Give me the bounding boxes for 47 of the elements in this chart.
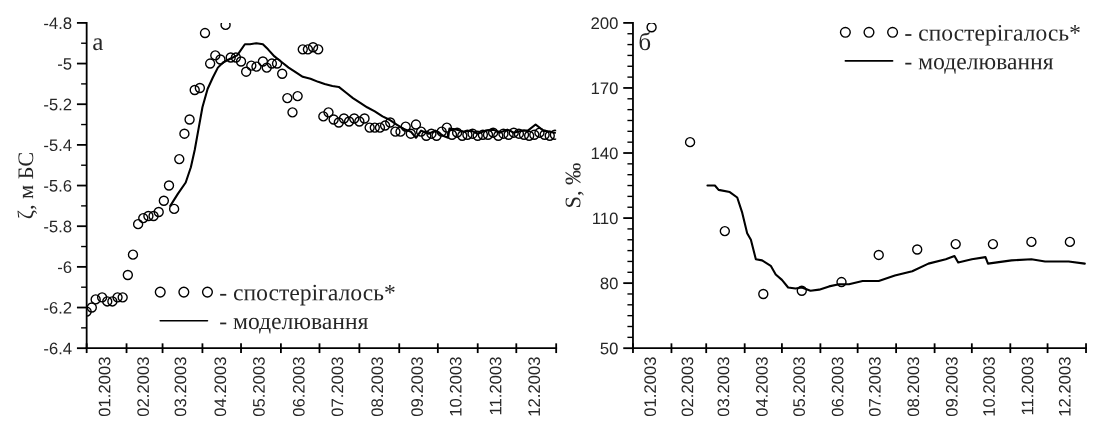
y-tick-label: 140 [591, 147, 618, 160]
x-tick-label: 01.2003 [644, 357, 657, 417]
legend-label: - моделювання [905, 58, 1054, 74]
y-tick-label: -4.8 [44, 17, 72, 30]
x-tick-label: 03.2003 [174, 357, 187, 417]
x-tick-label: 09.2003 [411, 357, 424, 417]
x-tick-label: 07.2003 [868, 357, 881, 417]
x-tick-label: 02.2003 [137, 357, 150, 417]
x-tick-label: 05.2003 [793, 357, 806, 417]
x-tick-label: 08.2003 [371, 357, 384, 417]
x-tick-label: 03.2003 [717, 357, 730, 417]
y-tick-label: -6.2 [44, 301, 72, 314]
y-tick-label: -5.6 [44, 179, 72, 192]
y-tick-label: -5.4 [44, 139, 72, 152]
x-tick-label: 02.2003 [681, 357, 694, 417]
x-tick-label: 04.2003 [214, 357, 227, 417]
y-axis-title: ζ, м БС [17, 153, 37, 219]
legend-label: - спостерігалось* [905, 24, 1080, 46]
x-tick-label: 12.2003 [1058, 357, 1071, 416]
y-tick-label: -5.8 [44, 220, 72, 233]
legend-label: - спостерігалось* [220, 284, 395, 306]
x-tick-label: 11.2003 [489, 357, 502, 415]
y-tick-label: 200 [591, 17, 618, 30]
y-tick-label: 170 [591, 82, 618, 95]
y-tick-label: 50 [600, 342, 618, 355]
x-tick-label: 12.2003 [528, 357, 541, 416]
y-tick-label: -6.4 [44, 342, 72, 355]
x-tick-label: 11.2003 [1021, 357, 1034, 415]
x-tick-label: 06.2003 [831, 357, 844, 417]
y-tick-label: 110 [593, 212, 618, 225]
x-tick-label: 09.2003 [945, 357, 958, 417]
x-tick-label: 10.2003 [449, 357, 462, 416]
x-tick-label: 07.2003 [331, 357, 344, 417]
legend-label: - моделювання [220, 317, 369, 334]
x-tick-label: 06.2003 [292, 357, 305, 417]
annotation: а [93, 38, 104, 51]
y-tick-label: -6 [58, 261, 72, 274]
annotation: б [639, 32, 651, 51]
y-tick-label: -5.2 [44, 98, 72, 111]
x-tick-label: 08.2003 [907, 357, 920, 417]
y-tick-label: -5 [58, 58, 72, 70]
x-tick-label: 10.2003 [983, 357, 995, 416]
y-axis-title: S, ‰ [565, 163, 584, 207]
x-tick-label: 04.2003 [755, 357, 768, 417]
y-tick-label: 80 [600, 277, 618, 290]
x-tick-label: 05.2003 [252, 357, 265, 417]
x-tick-label: 01.2003 [98, 357, 111, 417]
